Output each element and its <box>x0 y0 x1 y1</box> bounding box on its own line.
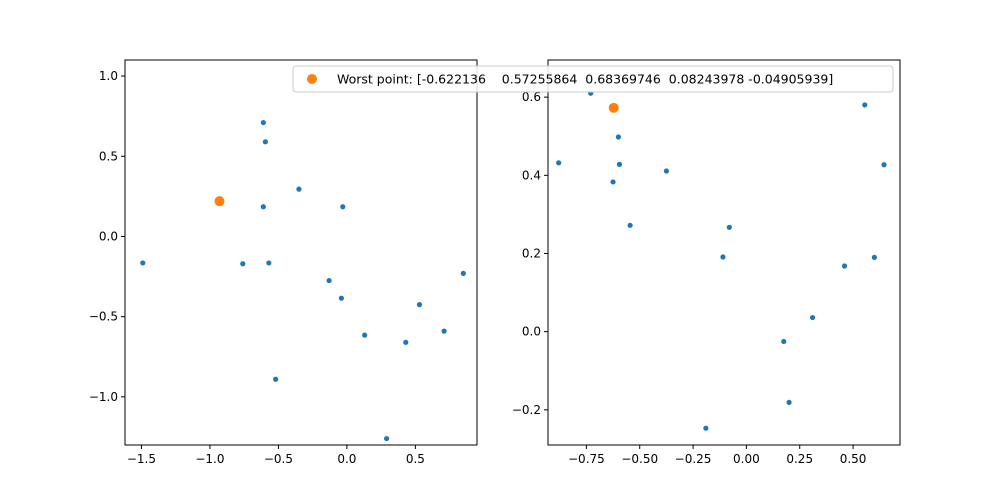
left-data-point <box>460 270 466 276</box>
left-data-point <box>260 204 266 210</box>
left-data-point <box>403 339 409 345</box>
left-data-point <box>266 260 272 266</box>
right-data-point <box>726 224 732 230</box>
right-axes: −0.75 −0.50 −0.25 0.00 0.25 0.50 −0.2 0.0 0.2 0.4… <box>512 59 901 466</box>
left-y-tick-label: 0.5 <box>99 149 118 163</box>
right-data-point <box>610 179 616 185</box>
right-x-tick-label: −0.25 <box>675 452 712 466</box>
right-data-point <box>663 168 670 174</box>
left-x-tick-label: −0.5 <box>264 452 293 466</box>
legend-frame <box>292 65 894 93</box>
right-data-point <box>556 160 562 166</box>
left-y-tick-label: −1.0 <box>89 390 118 404</box>
left-data-point <box>362 332 368 338</box>
left-data-point <box>262 139 268 145</box>
left-data-point <box>240 261 246 267</box>
left-data-point <box>273 376 279 382</box>
left-data-point <box>441 328 447 334</box>
right-data-point <box>862 102 868 108</box>
right-x-tick-label: 0.25 <box>786 452 813 466</box>
right-y-tick-label: −0.2 <box>512 403 541 417</box>
legend-marker <box>307 74 317 84</box>
right-x-tick-label: −0.75 <box>568 452 605 466</box>
right-y-tick-label: 0.4 <box>522 168 541 182</box>
right-data-point <box>627 222 633 228</box>
right-data-point <box>841 263 848 269</box>
left-x-tick-label: 0.0 <box>337 452 356 466</box>
left-data-point <box>416 302 423 308</box>
left-data-point <box>296 186 302 192</box>
right-data-point <box>809 314 816 321</box>
left-data-point <box>338 295 345 301</box>
left-y-tick-label: −0.5 <box>89 310 118 324</box>
right-data-point <box>881 162 887 168</box>
right-x-tick-label: 0.00 <box>733 452 760 466</box>
left-x-tick-label: −1.0 <box>195 452 224 466</box>
left-y-tick-label: 1.0 <box>99 69 118 83</box>
left-y-tick-label: 0.0 <box>99 229 118 243</box>
right-worst-point <box>608 102 619 113</box>
right-y-tick-label: 0.0 <box>522 325 541 339</box>
right-data-point <box>720 254 726 260</box>
left-data-point <box>384 435 390 442</box>
left-axes: −1.5 −1.0 −0.5 0.0 0.5 −1.0 −0.5 0.0 0.5 1.0 <box>89 59 478 466</box>
right-data-point <box>615 134 622 140</box>
right-y-tick-label: 0.2 <box>522 246 541 260</box>
left-data-point <box>340 204 346 210</box>
left-data-point <box>260 119 266 126</box>
right-data-point <box>786 399 792 405</box>
right-y-tick-label: 0.6 <box>522 90 541 104</box>
right-axes-frame <box>547 59 901 446</box>
left-x-tick-label: 0.5 <box>406 452 425 466</box>
right-data-point <box>703 425 709 431</box>
right-x-tick-label: −0.50 <box>621 452 658 466</box>
left-data-point <box>326 277 332 284</box>
left-x-tick-label: −1.5 <box>127 452 156 466</box>
right-data-point <box>871 254 878 260</box>
right-x-tick-label: 0.50 <box>840 452 867 466</box>
left-worst-point <box>214 196 225 207</box>
legend: Worst point: [-0.622136 0.57255864 0.683… <box>292 65 894 93</box>
right-data-point <box>616 161 623 167</box>
left-axes-frame <box>124 59 478 446</box>
right-data-point <box>781 338 787 345</box>
left-data-point <box>140 260 146 266</box>
legend-label: Worst point: [-0.622136 0.57255864 0.683… <box>337 72 833 87</box>
